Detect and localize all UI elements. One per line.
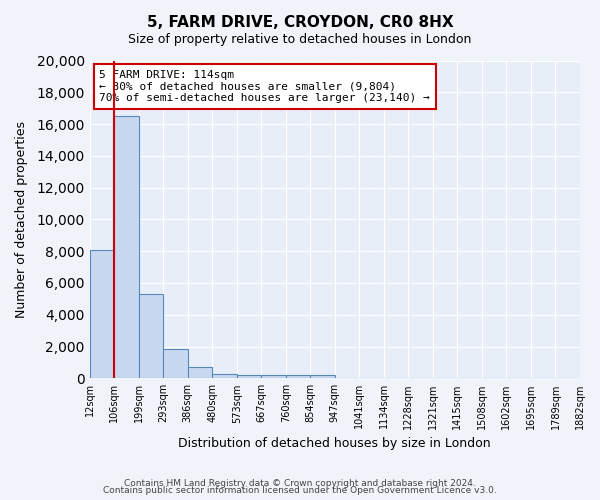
Text: Contains HM Land Registry data © Crown copyright and database right 2024.: Contains HM Land Registry data © Crown c…: [124, 478, 476, 488]
Text: Contains public sector information licensed under the Open Government Licence v3: Contains public sector information licen…: [103, 486, 497, 495]
Bar: [188, 367, 212, 378]
Bar: [212, 374, 236, 378]
Bar: [261, 375, 286, 378]
Text: Size of property relative to detached houses in London: Size of property relative to detached ho…: [128, 32, 472, 46]
Bar: [89, 250, 114, 378]
Bar: [139, 294, 163, 378]
Bar: [310, 376, 335, 378]
Bar: [163, 349, 188, 378]
Bar: [236, 374, 261, 378]
Y-axis label: Number of detached properties: Number of detached properties: [15, 121, 28, 318]
Text: 5, FARM DRIVE, CROYDON, CR0 8HX: 5, FARM DRIVE, CROYDON, CR0 8HX: [146, 15, 454, 30]
X-axis label: Distribution of detached houses by size in London: Distribution of detached houses by size …: [178, 437, 491, 450]
Text: 5 FARM DRIVE: 114sqm
← 30% of detached houses are smaller (9,804)
70% of semi-de: 5 FARM DRIVE: 114sqm ← 30% of detached h…: [100, 70, 430, 103]
Bar: [286, 375, 310, 378]
Bar: [114, 116, 139, 378]
